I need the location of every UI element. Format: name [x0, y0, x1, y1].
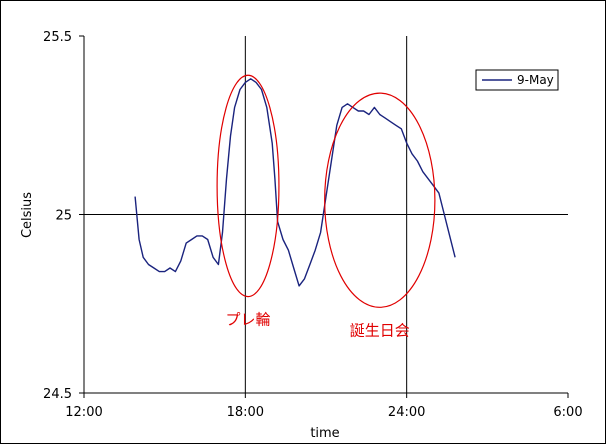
x-tick-label: 18:00	[227, 405, 264, 420]
axis-ticks: 24.5 25 25.5 12:00 18:00 24:00 6:00	[43, 30, 583, 420]
annotation-ellipse	[324, 92, 436, 308]
annotation-ellipse	[216, 74, 280, 298]
x-tick-label: 12:00	[65, 405, 102, 420]
y-tick-label: 25	[55, 209, 72, 224]
y-axis-title: Celsius	[20, 192, 35, 238]
legend-box	[475, 69, 559, 91]
x-axis-title: time	[310, 426, 339, 441]
x-tick-label: 24:00	[388, 405, 425, 420]
y-tick-label: 25.5	[43, 30, 72, 45]
annotation-label: 誕生日会	[350, 321, 410, 339]
series-lines	[134, 78, 456, 287]
x-tick-label: 6:00	[553, 405, 582, 420]
gridlines	[84, 36, 568, 393]
series-line-9-may	[134, 78, 456, 287]
annotation-label: プレ輪	[226, 311, 271, 329]
legend: 9-May	[475, 69, 559, 91]
y-tick-label: 24.5	[43, 387, 72, 402]
legend-entry-label: 9-May	[517, 73, 554, 87]
